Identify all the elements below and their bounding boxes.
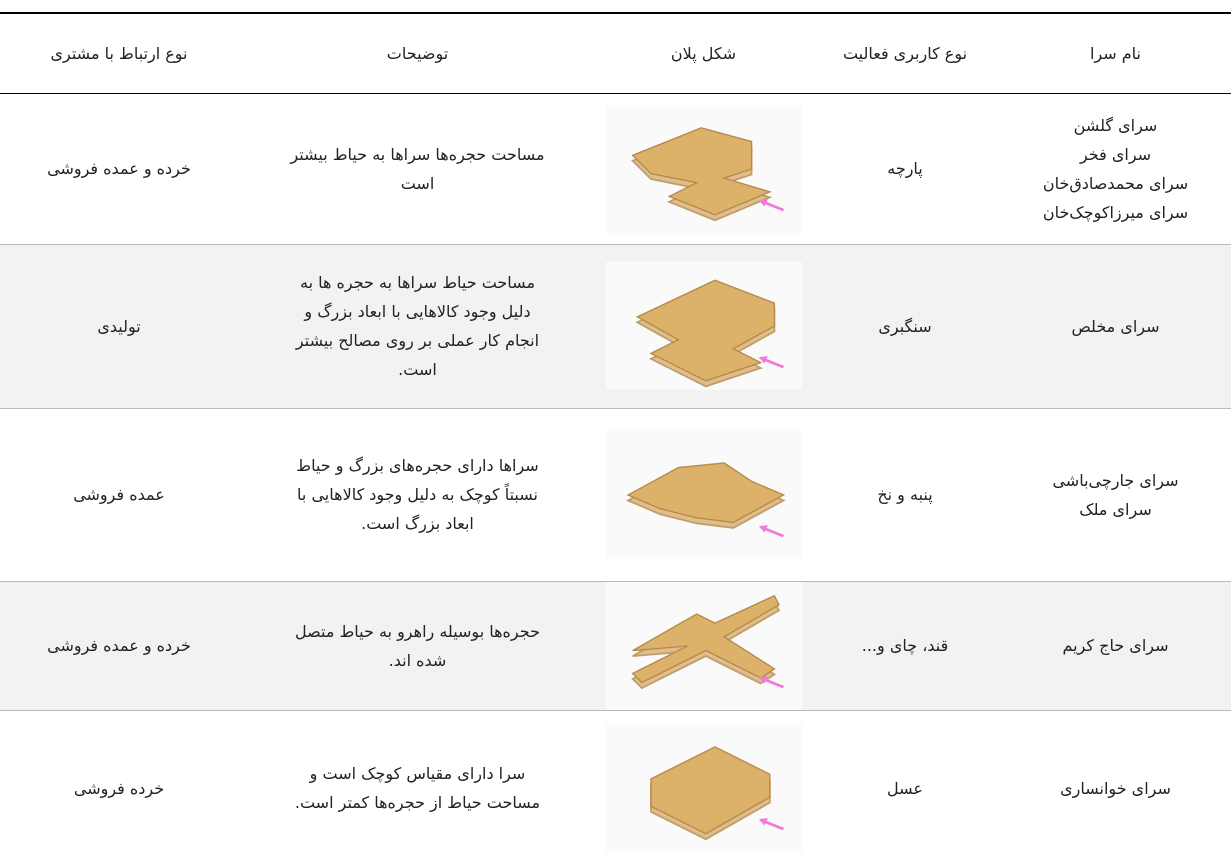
column-header: شکل پلان: [670, 43, 737, 63]
sara-name-line: سرای خوانساری: [1060, 778, 1171, 798]
plan-drawing: [634, 279, 784, 388]
plan-image: [605, 262, 802, 390]
plan-shape: [649, 746, 771, 835]
activity: پارچه: [887, 159, 923, 178]
sara-name-line: سرای مخلص: [1071, 316, 1160, 336]
plan-shape: [635, 279, 775, 382]
table-row: سرای گلشن سرای فخر سرای محمدصادق‌خان سرای م…: [0, 93, 1231, 244]
description: سرا دارای مقیاس کوچک است و مساحت حیاط از …: [238, 710, 597, 866]
description: حجره‌ها بوسیله راهرو به حیاط متصل شده اند…: [238, 581, 597, 710]
plan-drawing: [630, 126, 784, 221]
sara-name-line: سرای محمدصادق‌خان: [1042, 173, 1189, 193]
description-line: حجره‌ها بوسیله راهرو به حیاط متصل: [295, 621, 540, 641]
customer-relation: خرده و عمده فروشی: [0, 581, 238, 710]
plan-drawing: [630, 594, 784, 689]
customer-relation: تولیدی: [0, 244, 238, 408]
description-line: مساحت حیاط سراها به حجره ها به: [299, 273, 536, 292]
activity: عسل: [887, 778, 923, 798]
activity: پنبه و نخ: [877, 485, 933, 504]
description-line: مساحت حجره‌ها سراها به حیاط بیشتر: [290, 144, 545, 164]
description-line: نسبتاً کوچک به دلیل وجود کالاهایی با: [297, 485, 538, 504]
plan-drawing: [625, 461, 786, 537]
description: مساحت حجره‌ها سراها به حیاط بیشتر است: [238, 93, 597, 244]
description-line: سراها دارای حجره‌های بزرگ و حیاط: [296, 456, 539, 475]
sara-name: سرای خوانساری: [1000, 710, 1231, 866]
plan-cell: [597, 244, 810, 408]
sara-name-line: سرای ملک: [1079, 499, 1152, 519]
sara-name: سرای گلشن سرای فخر سرای محمدصادق‌خان سرای م…: [1000, 93, 1231, 244]
description-line: شده اند.: [388, 650, 447, 670]
column-header: توضیحات: [386, 43, 449, 63]
plan-cell: [597, 408, 810, 581]
plan-shape: [630, 126, 772, 215]
sara-name: سرای مخلص: [1000, 244, 1231, 408]
customer-relation: خرده و عمده فروشی: [47, 159, 191, 178]
table-row: سرای مخلص سنگبری مساحت حیاط سراها به حجره …: [0, 244, 1231, 408]
activity: قند، چای و...: [810, 581, 1000, 710]
description-line: است.: [398, 360, 437, 379]
arrow-head: [758, 356, 768, 364]
arrow-head: [758, 198, 768, 206]
arrow-head: [758, 675, 768, 683]
table-body: سرای گلشن سرای فخر سرای محمدصادق‌خان سرای م…: [0, 93, 1231, 866]
plan-shape: [631, 594, 780, 683]
plan-image: [605, 430, 802, 559]
description: سراها دارای حجره‌های بزرگ و حیاط نسبتاً ک…: [238, 408, 597, 581]
description-line: مساحت حیاط از حجره‌ها کمتر است.: [294, 793, 541, 813]
plan-cell: [597, 93, 810, 244]
description: مساحت حیاط سراها به حجره ها به دلیل وجود …: [238, 244, 597, 408]
plan-drawing: [649, 746, 784, 841]
sara-name-line: سرای حاج کریم: [1062, 636, 1169, 655]
sara-name-line: سرای گلشن: [1073, 115, 1158, 135]
table-row: سرای جارچی‌باشی سرای ملک پنبه و نخ سراها دا…: [0, 408, 1231, 581]
header-row: نام سرا نوع کاربری فعالیت شکل پلان توضیحات ن…: [0, 13, 1231, 93]
table-row: سرای خوانساری عسل سرا دارای مقیاس کوچک است…: [0, 710, 1231, 866]
plan-cell: [597, 581, 810, 710]
arrow-head: [758, 524, 768, 532]
customer-relation: خرده فروشی: [73, 778, 165, 798]
activity: سنگبری: [810, 244, 1000, 408]
customer-relation: عمده فروشی: [73, 485, 165, 504]
sara-name-line: سرای فخر: [1079, 144, 1152, 164]
plan-shape: [626, 461, 785, 523]
plan-image: [605, 581, 802, 710]
plan-cell: [597, 710, 810, 866]
sara-name-line: سرای جارچی‌باشی: [1052, 470, 1179, 490]
description-line: انجام کار عملی بر روی مصالح بیشتر: [295, 331, 540, 350]
plan-image: [605, 104, 802, 233]
arrow-head: [758, 818, 768, 826]
sara-name-line: سرای میرزاکوچک‌خان: [1042, 202, 1189, 222]
column-header: نوع کاربری فعالیت: [842, 43, 968, 63]
description-line: است: [400, 173, 435, 193]
table-row: سرای حاج کریم قند، چای و... حجره‌ها بوسیله…: [0, 581, 1231, 710]
plan-image: [605, 724, 802, 853]
sara-name: سرای حاج کریم: [1000, 581, 1231, 710]
description-line: سرا دارای مقیاس کوچک است و: [309, 764, 526, 784]
column-header: نوع ارتباط با مشتری: [50, 43, 188, 63]
sara-table: نام سرا نوع کاربری فعالیت شکل پلان توضیحات ن…: [0, 12, 1231, 866]
column-header: نام سرا: [1090, 43, 1141, 63]
description-line: دلیل وجود کالاهایی با ابعاد بزرگ و: [304, 302, 531, 321]
sara-name: سرای جارچی‌باشی سرای ملک: [1000, 408, 1231, 581]
description-line: ابعاد بزرگ است.: [361, 514, 474, 533]
